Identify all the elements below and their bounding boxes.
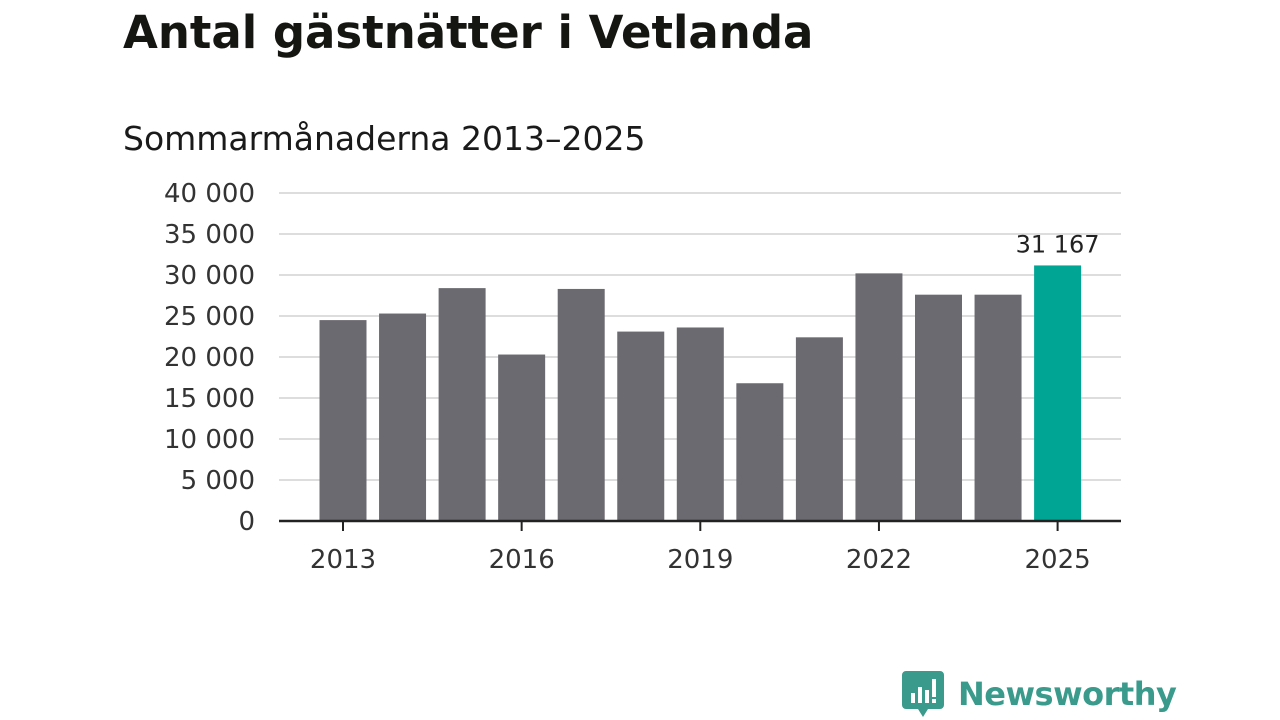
y-tick-label: 0 bbox=[238, 507, 255, 537]
y-tick-label: 35 000 bbox=[164, 220, 255, 250]
bar bbox=[974, 294, 1022, 521]
y-axis-tick-labels: 0 5 000 10 000 15 000 20 000 25 000 30 000 35 0… bbox=[164, 179, 255, 537]
y-tick-label: 40 000 bbox=[164, 179, 255, 209]
x-tick-label: 2019 bbox=[667, 545, 733, 575]
bar bbox=[498, 354, 546, 521]
y-tick-label: 20 000 bbox=[164, 343, 255, 373]
bar bbox=[319, 320, 367, 521]
y-tick-label: 30 000 bbox=[164, 261, 255, 291]
newsworthy-chart-bubble-icon bbox=[902, 671, 944, 717]
data-label: 31 167 bbox=[1016, 230, 1100, 258]
bar bbox=[855, 273, 903, 521]
y-tick-label: 25 000 bbox=[164, 302, 255, 332]
bar-highlighted bbox=[1034, 265, 1082, 521]
newsworthy-logo: Newsworthy bbox=[902, 670, 1177, 718]
x-tick-label: 2013 bbox=[310, 545, 376, 575]
bars bbox=[319, 265, 1082, 521]
x-tick-label: 2022 bbox=[846, 545, 912, 575]
x-axis-tick-labels: 2013 2016 2019 2022 2025 bbox=[310, 545, 1091, 575]
bar bbox=[676, 327, 724, 521]
bar bbox=[617, 331, 665, 521]
bar bbox=[915, 294, 962, 521]
x-axis bbox=[279, 519, 1121, 531]
chart-subtitle: Sommarmånaderna 2013–2025 bbox=[123, 119, 646, 158]
chart-title: Antal gästnätter i Vetlanda bbox=[123, 6, 814, 59]
y-tick-label: 15 000 bbox=[164, 384, 255, 414]
bar bbox=[736, 383, 784, 521]
bar bbox=[438, 288, 486, 521]
bar bbox=[795, 337, 843, 521]
data-labels: 31 167 bbox=[1016, 230, 1100, 258]
bar bbox=[379, 313, 427, 521]
y-tick-label: 5 000 bbox=[181, 466, 255, 496]
newsworthy-wordmark: Newsworthy bbox=[958, 675, 1177, 713]
x-tick-label: 2025 bbox=[1025, 545, 1091, 575]
bar bbox=[557, 288, 605, 521]
x-tick-label: 2016 bbox=[489, 545, 555, 575]
y-tick-label: 10 000 bbox=[164, 425, 255, 455]
